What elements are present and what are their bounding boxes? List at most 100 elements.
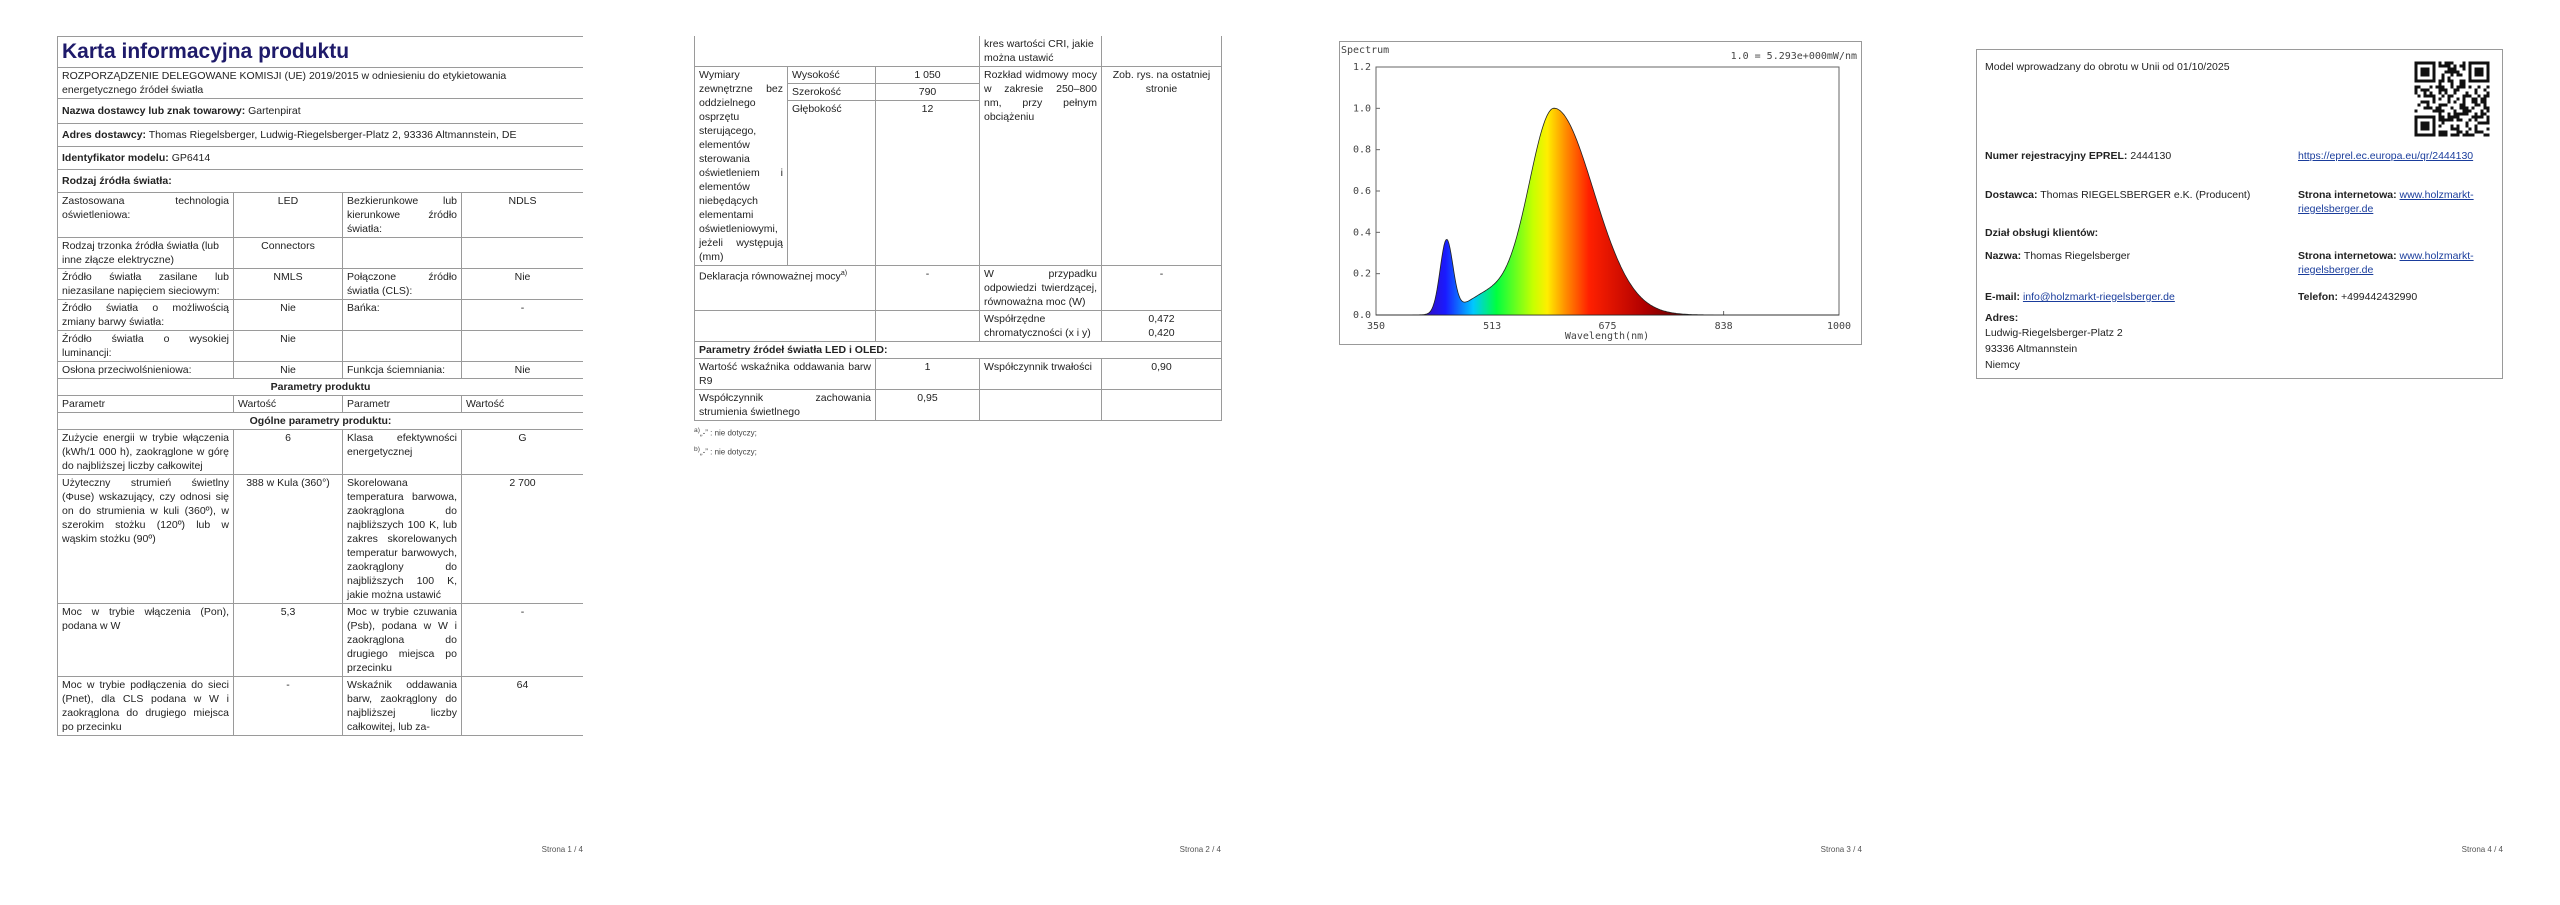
qr-module (2423, 91, 2427, 95)
table-cell: Wartość (461, 395, 583, 413)
email-link[interactable]: info@holzmarkt-riegelsberger.de (2022, 291, 2175, 303)
qr-module (2474, 73, 2478, 77)
label: Identyfikator modelu: (62, 152, 169, 164)
qr-module (2453, 70, 2457, 74)
qr-module (2447, 115, 2451, 119)
qr-module (2459, 130, 2463, 134)
qr-module (2441, 133, 2445, 137)
title: Karta informacyjna produktu (57, 36, 583, 68)
qr-module (2426, 88, 2430, 92)
qr-module (2483, 97, 2487, 101)
page-footer: Strona 2 / 4 (1179, 845, 1221, 854)
address-line: Niemcy (1985, 359, 2021, 371)
spectrum-chart: Spectrum 1.0 = 5.293e+000mW/nm Wavelengt… (1339, 41, 1862, 345)
qr-module (2420, 88, 2424, 92)
section-heading: Parametry źródeł światła LED i OLED: (694, 341, 1222, 359)
table-cell: Nazwa dostawcy lub znak towarowy: Garten… (57, 98, 583, 124)
qr-module (2420, 133, 2424, 137)
website-link[interactable]: www.holzmarkt-riegelsberger.de (2298, 250, 2474, 276)
qr-module (2477, 85, 2481, 89)
qr-module (2423, 121, 2427, 125)
qr-module (2465, 133, 2469, 137)
table-row: ROZPORZĄDZENIE DELEGOWANE KOMISJI (UE) 2… (57, 67, 583, 99)
qr-module (2429, 79, 2433, 83)
label: Nazwa: (1985, 250, 2022, 262)
table-cell (1101, 36, 1222, 67)
label: E-mail: (1985, 291, 2021, 303)
qr-module (2474, 88, 2478, 92)
qr-module (2483, 103, 2487, 107)
qr-module (2468, 67, 2472, 71)
qr-module (2435, 109, 2439, 113)
qr-module (2444, 91, 2448, 95)
qr-module (2468, 76, 2472, 80)
table-cell: Wskaźnik oddawania barw, zaokrąglony do … (342, 676, 462, 736)
qr-module (2420, 79, 2424, 83)
qr-module (2450, 67, 2454, 71)
qr-module (2462, 100, 2466, 104)
table-cell: Wymiary zewnętrzne bez oddzielnego osprz… (694, 66, 788, 266)
qr-module (2471, 97, 2475, 101)
qr-module (2450, 73, 2454, 77)
qr-module (2474, 91, 2478, 95)
table-cell (342, 330, 462, 362)
address-line: Ludwig-Riegelsberger-Platz 2 (1985, 327, 2123, 339)
table-row: Identyfikator modelu: GP6414 (57, 146, 583, 170)
table-row: kres wartości CRI, jakie można ustawić (694, 36, 1222, 67)
eprel-link[interactable]: https://eprel.ec.europa.eu/qr/2444130 (2298, 150, 2474, 162)
table-cell: Bańka: (342, 299, 462, 331)
table-cell: Źródło światła o możliwością zmiany barw… (57, 299, 234, 331)
table-row: Karta informacyjna produktu (57, 36, 583, 68)
qr-module (2483, 133, 2487, 137)
label: Strona internetowa: (2298, 189, 2397, 201)
qr-module (2447, 70, 2451, 74)
table-cell: Źródło światła zasilane lub niezasilane … (57, 268, 234, 300)
qr-module (2414, 64, 2418, 68)
qr-module (2474, 61, 2478, 65)
qr-module (2456, 124, 2460, 128)
qr-module (2453, 100, 2457, 104)
table-cell (1101, 389, 1222, 421)
table-cell: 790 (875, 83, 980, 101)
qr-module (2447, 100, 2451, 104)
qr-module (2420, 124, 2424, 128)
qr-module (2432, 109, 2436, 113)
table-cell: LED (233, 192, 343, 238)
qr-module (2438, 64, 2442, 68)
qr-module (2459, 103, 2463, 107)
qr-module (2432, 94, 2436, 98)
qr-module (2480, 100, 2484, 104)
qr-module (2444, 88, 2448, 92)
table-row: Deklaracja równoważnej mocya) - W przypadk… (694, 265, 1222, 311)
qr-module (2474, 124, 2478, 128)
qr-module (2486, 85, 2490, 89)
qr-module (2468, 85, 2472, 89)
qr-module (2456, 112, 2460, 116)
qr-module (2438, 88, 2442, 92)
qr-module (2465, 91, 2469, 95)
qr-module (2483, 100, 2487, 104)
qr-module (2477, 130, 2481, 134)
qr-module (2438, 82, 2442, 86)
qr-module (2450, 85, 2454, 89)
qr-module (2417, 61, 2421, 65)
qr-module (2438, 118, 2442, 122)
table-cell: 12 (875, 100, 980, 266)
qr-module (2444, 118, 2448, 122)
website-link[interactable]: www.holzmarkt-riegelsberger.de (2298, 189, 2474, 215)
qr-module (2486, 70, 2490, 74)
qr-module (2438, 103, 2442, 107)
table-row: Użyteczny strumień świetlny (Φuse) wskaz… (57, 474, 583, 604)
qr-module (2483, 94, 2487, 98)
page-footer: Strona 4 / 4 (2461, 845, 2503, 854)
qr-module (2423, 79, 2427, 83)
table-cell: kres wartości CRI, jakie można ustawić (979, 36, 1102, 67)
qr-module (2414, 76, 2418, 80)
qr-module (2483, 121, 2487, 125)
qr-module (2426, 115, 2430, 119)
div: https://eprel.ec.europa.eu/qr/2444130 (2298, 149, 2498, 163)
qr-module (2462, 61, 2466, 65)
table-row: Głębokość 12 (695, 100, 1222, 266)
label: Telefon: (2298, 291, 2339, 303)
qr-module (2480, 67, 2484, 71)
